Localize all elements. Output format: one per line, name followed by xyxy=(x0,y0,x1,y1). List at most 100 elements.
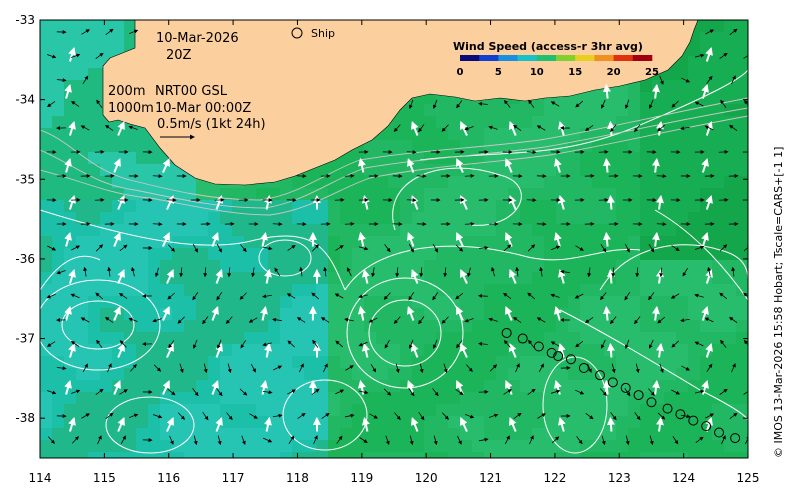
wind-cell xyxy=(184,188,197,201)
wind-cell xyxy=(88,20,101,33)
wind-cell xyxy=(64,440,77,453)
wind-cell xyxy=(100,164,113,177)
wind-cell xyxy=(220,260,233,273)
current-arrow xyxy=(358,390,369,395)
current-arrow xyxy=(467,267,471,278)
x-tick-label: 124 xyxy=(672,471,695,485)
wind-cell xyxy=(292,380,305,393)
wind-cell xyxy=(352,392,365,405)
current-arrow xyxy=(216,388,223,397)
wind-cell xyxy=(52,56,65,69)
wind-cell xyxy=(136,440,149,453)
current-arrow xyxy=(478,101,488,106)
wind-cell xyxy=(352,356,365,369)
wind-cell xyxy=(400,452,413,458)
wind-cell xyxy=(688,392,701,405)
wind-cell xyxy=(88,116,101,129)
wind-cell xyxy=(436,176,449,189)
wind-cell xyxy=(352,284,365,297)
current-arrow xyxy=(394,412,401,421)
current-arrow xyxy=(70,100,80,107)
wind-cell xyxy=(736,20,748,33)
wind-cell xyxy=(316,452,329,458)
x-tick-label: 121 xyxy=(479,471,502,485)
wind-cell xyxy=(364,212,377,225)
wind-cell xyxy=(496,188,509,201)
current-arrow xyxy=(239,388,248,396)
wind-cell xyxy=(412,368,425,381)
wind-cell xyxy=(280,332,293,345)
wind-cell xyxy=(244,380,257,393)
wind-cell xyxy=(64,320,77,333)
current-arrow xyxy=(311,244,320,252)
current-arrow xyxy=(408,339,414,349)
wind-cell xyxy=(724,116,737,129)
current-arrow xyxy=(721,435,726,445)
current-arrow xyxy=(418,412,425,421)
wind-cell xyxy=(316,296,329,309)
wind-cell xyxy=(328,320,341,333)
wind-cell xyxy=(580,248,593,261)
wind-cell xyxy=(268,248,281,261)
wind-cell xyxy=(220,272,233,285)
wind-cell xyxy=(208,356,221,369)
current-arrow xyxy=(251,267,256,278)
wind-cell xyxy=(436,392,449,405)
wind-cell xyxy=(664,308,677,321)
wind-cell xyxy=(520,176,533,189)
wind-cell xyxy=(340,176,353,189)
wind-cell xyxy=(172,284,185,297)
x-tick-label: 116 xyxy=(157,471,180,485)
current-arrow xyxy=(753,414,761,418)
wind-cell xyxy=(652,140,665,153)
colorbar-segment xyxy=(565,55,571,61)
wind-arrow xyxy=(651,305,660,321)
wind-cell xyxy=(508,188,521,201)
wind-cell xyxy=(328,380,341,393)
wind-cell xyxy=(604,356,617,369)
wind-cell xyxy=(496,404,509,417)
wind-cell xyxy=(724,140,737,153)
wind-cell xyxy=(412,236,425,249)
current-arrow xyxy=(478,293,488,298)
wind-cell xyxy=(220,284,233,297)
wind-cell xyxy=(652,284,665,297)
wind-cell xyxy=(352,416,365,429)
current-arrow xyxy=(609,316,617,325)
current-arrow xyxy=(408,291,415,301)
wind-cell xyxy=(436,380,449,393)
ship-position-marker xyxy=(633,390,644,401)
current-arrow xyxy=(359,437,368,443)
wind-cell xyxy=(364,332,377,345)
wind-cell xyxy=(112,284,125,297)
wind-cell xyxy=(160,212,173,225)
wind-cell xyxy=(508,320,521,333)
wind-cell xyxy=(604,320,617,333)
wind-cell xyxy=(160,452,173,458)
wind-cell xyxy=(580,92,593,105)
wind-cell xyxy=(196,332,209,345)
wind-cell xyxy=(352,332,365,345)
wind-cell xyxy=(484,236,497,249)
wind-cell xyxy=(460,224,473,237)
current-arrow xyxy=(168,340,175,349)
current-arrow xyxy=(756,268,758,277)
wind-cell xyxy=(376,392,389,405)
wind-cell xyxy=(220,308,233,321)
wind-cell xyxy=(712,188,725,201)
wind-cell xyxy=(568,188,581,201)
wind-cell xyxy=(736,320,748,333)
wind-cell xyxy=(568,320,581,333)
wind-cell xyxy=(544,356,557,369)
current-arrow xyxy=(83,266,88,277)
wind-cell xyxy=(736,56,748,69)
wind-cell xyxy=(568,440,581,453)
wind-cell xyxy=(436,224,449,237)
wind-cell xyxy=(340,260,353,273)
colorbar-strip xyxy=(460,55,653,61)
wind-cell xyxy=(688,44,701,57)
wind-cell xyxy=(172,272,185,285)
wind-cell xyxy=(472,404,485,417)
wind-cell xyxy=(340,344,353,357)
wind-cell xyxy=(244,296,257,309)
